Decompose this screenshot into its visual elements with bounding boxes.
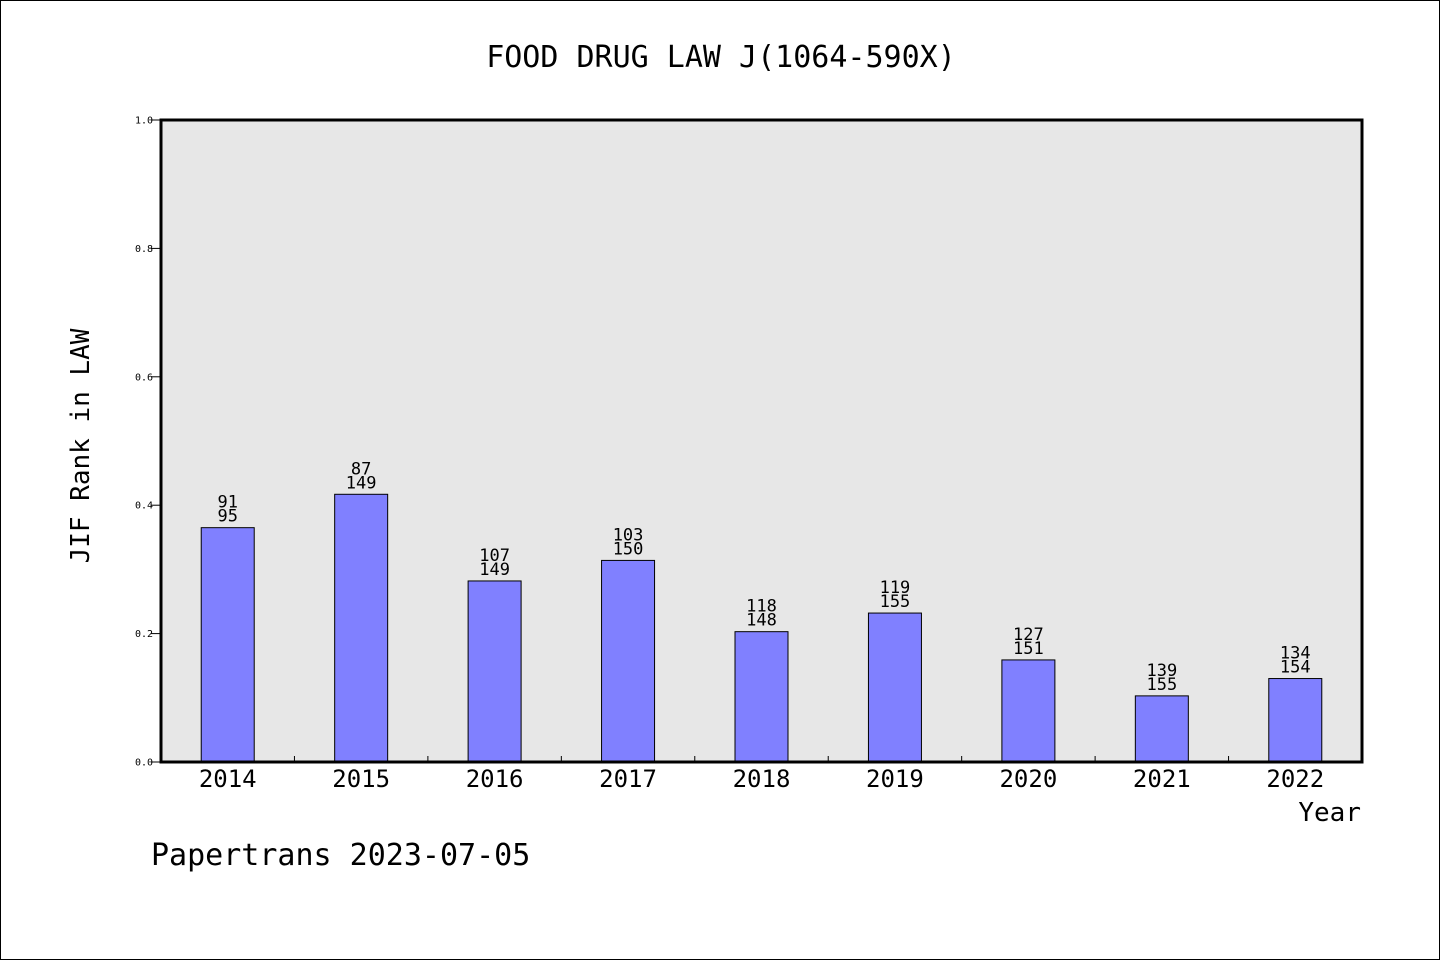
x-axis-label: Year — [1298, 798, 1361, 828]
x-tick-label: 2017 — [599, 765, 657, 793]
bar-2020 — [1001, 659, 1056, 763]
bar-2018 — [734, 631, 789, 763]
total-label: 149 — [346, 473, 377, 493]
bar-2014 — [200, 527, 255, 763]
total-label: 151 — [1013, 639, 1044, 659]
total-label: 148 — [746, 611, 777, 631]
y-tick-label: 0.0 — [135, 758, 153, 769]
total-label: 154 — [1280, 658, 1311, 678]
bar-2022 — [1268, 678, 1323, 763]
y-tick-label: 0.2 — [135, 629, 153, 640]
x-tick-label: 2015 — [332, 765, 390, 793]
y-tick-label: 0.8 — [135, 244, 153, 255]
footer-credit: Papertrans 2023-07-05 — [151, 838, 530, 873]
y-axis-label: JIF Rank in LAW — [66, 328, 96, 563]
y-tick-label: 0.4 — [135, 501, 153, 512]
bar-2015 — [334, 493, 389, 763]
x-tick-label: 2021 — [1133, 765, 1191, 793]
bar-2016 — [467, 580, 522, 763]
rank-label: 118 — [746, 597, 777, 617]
x-tick-label: 2019 — [866, 765, 924, 793]
rank-label: 139 — [1146, 661, 1177, 681]
rank-label: 87 — [351, 459, 371, 479]
rank-label: 103 — [613, 525, 644, 545]
total-label: 95 — [217, 507, 237, 527]
plot-border — [159, 118, 1364, 764]
bar-2021 — [1134, 695, 1189, 763]
bar-2019 — [867, 612, 922, 763]
rank-label: 119 — [880, 578, 911, 598]
x-tick-label: 2018 — [733, 765, 791, 793]
x-tick-label: 2020 — [999, 765, 1057, 793]
y-tick-label: 0.6 — [135, 372, 153, 383]
bar-2017 — [601, 559, 656, 763]
total-label: 155 — [880, 592, 911, 612]
total-label: 149 — [479, 560, 510, 580]
rank-label: 134 — [1280, 644, 1311, 664]
rank-label: 91 — [217, 493, 237, 513]
x-tick-label: 2022 — [1266, 765, 1324, 793]
total-label: 155 — [1146, 675, 1177, 695]
x-tick-label: 2014 — [199, 765, 257, 793]
rank-label: 127 — [1013, 625, 1044, 645]
x-tick-label: 2016 — [466, 765, 524, 793]
y-tick-label: 1.0 — [135, 116, 153, 127]
total-label: 150 — [613, 539, 644, 559]
chart-title: FOOD DRUG LAW J(1064-590X) — [486, 40, 956, 75]
rank-label: 107 — [479, 546, 510, 566]
